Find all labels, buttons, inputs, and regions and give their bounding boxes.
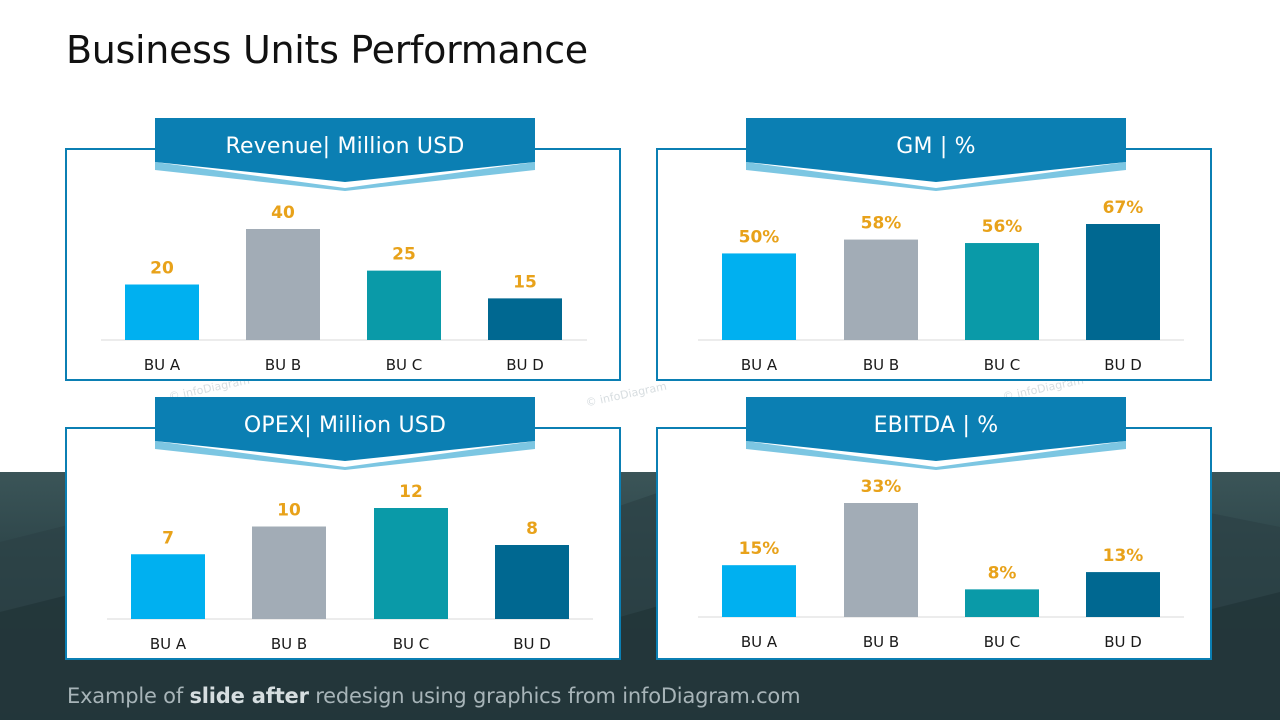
category-label: BU A: [741, 633, 778, 651]
footer-bold: slide after: [189, 684, 309, 708]
bar-bu-d: [1086, 572, 1160, 617]
category-label: BU B: [265, 356, 301, 374]
opex-chart-title: OPEX| Million USD: [243, 412, 447, 438]
category-label: BU A: [144, 356, 181, 374]
banner-shape: [155, 397, 535, 470]
bar-bu-a: [125, 284, 199, 340]
ebitda-chart-title: EBITDA | %: [873, 412, 999, 438]
category-label: BU B: [271, 635, 307, 653]
bar-bu-b: [252, 526, 326, 619]
ebitda-chart-banner: EBITDA | %: [746, 397, 1126, 470]
data-label: 20: [150, 259, 174, 279]
category-label: BU D: [1104, 633, 1142, 651]
data-label: 8%: [988, 563, 1017, 583]
data-label: 56%: [982, 217, 1023, 237]
revenue-chart-banner: Revenue| Million USD: [155, 118, 535, 191]
opex-chart-banner: OPEX| Million USD: [155, 397, 535, 470]
bar-bu-d: [495, 545, 569, 619]
data-label: 25: [392, 245, 416, 265]
category-label: BU B: [863, 356, 899, 374]
revenue-chart-panel: [65, 148, 621, 381]
footer-suffix: redesign using graphics from infoDiagram…: [308, 684, 801, 708]
bar-bu-c: [374, 508, 448, 619]
data-label: 58%: [861, 214, 902, 234]
bar-bu-c: [965, 243, 1039, 340]
bar-bu-a: [722, 253, 796, 340]
bar-bu-b: [844, 503, 918, 617]
data-label: 50%: [739, 227, 780, 247]
data-label: 15%: [739, 539, 780, 559]
category-label: BU B: [863, 633, 899, 651]
category-label: BU A: [741, 356, 778, 374]
bar-bu-d: [488, 298, 562, 340]
category-label: BU D: [506, 356, 544, 374]
data-label: 7: [162, 528, 174, 548]
banner-shape: [155, 118, 535, 191]
data-label: 10: [277, 501, 301, 521]
banner-shape: [746, 118, 1126, 191]
data-label: 8: [526, 519, 538, 539]
ebitda-bar-chart: 15% BU A 33% BU B 8% BU C 13% BU D: [698, 477, 1184, 651]
ebitda-chart-panel: [656, 427, 1212, 660]
revenue-chart-title: Revenue| Million USD: [225, 133, 465, 159]
footer-prefix: Example of: [67, 684, 190, 708]
gm-chart-banner: GM | %: [746, 118, 1126, 191]
category-label: BU D: [1104, 356, 1142, 374]
bar-bu-b: [844, 239, 918, 340]
revenue-bar-chart: 20 BU A 40 BU B 25 BU C 15 BU D: [101, 203, 587, 374]
banner-shape: [746, 397, 1126, 470]
data-label: 15: [513, 272, 537, 292]
category-label: BU C: [984, 633, 1021, 651]
category-label: BU C: [386, 356, 423, 374]
opex-bar-chart: 7 BU A 10 BU B 12 BU C 8 BU D: [107, 482, 593, 653]
category-label: BU A: [150, 635, 187, 653]
data-label: 13%: [1103, 546, 1144, 566]
data-label: 40: [271, 203, 295, 223]
gm-chart-title: GM | %: [896, 133, 976, 159]
watermark: © infoDiagram: [584, 379, 668, 410]
gm-bar-chart: 50% BU A 58% BU B 56% BU C 67% BU D: [698, 198, 1184, 374]
bar-bu-b: [246, 229, 320, 340]
bar-bu-c: [965, 589, 1039, 617]
category-label: BU D: [513, 635, 551, 653]
data-label: 33%: [861, 477, 902, 497]
bar-bu-a: [131, 554, 205, 619]
data-label: 12: [399, 482, 423, 502]
bar-bu-d: [1086, 224, 1160, 340]
category-label: BU C: [984, 356, 1021, 374]
opex-chart-panel: [65, 427, 621, 660]
slide-footer: Example of slide after redesign using gr…: [67, 684, 801, 708]
category-label: BU C: [393, 635, 430, 653]
slide-title: Business Units Performance: [66, 28, 588, 72]
bar-bu-c: [367, 270, 441, 340]
bar-bu-a: [722, 565, 796, 617]
data-label: 67%: [1103, 198, 1144, 218]
